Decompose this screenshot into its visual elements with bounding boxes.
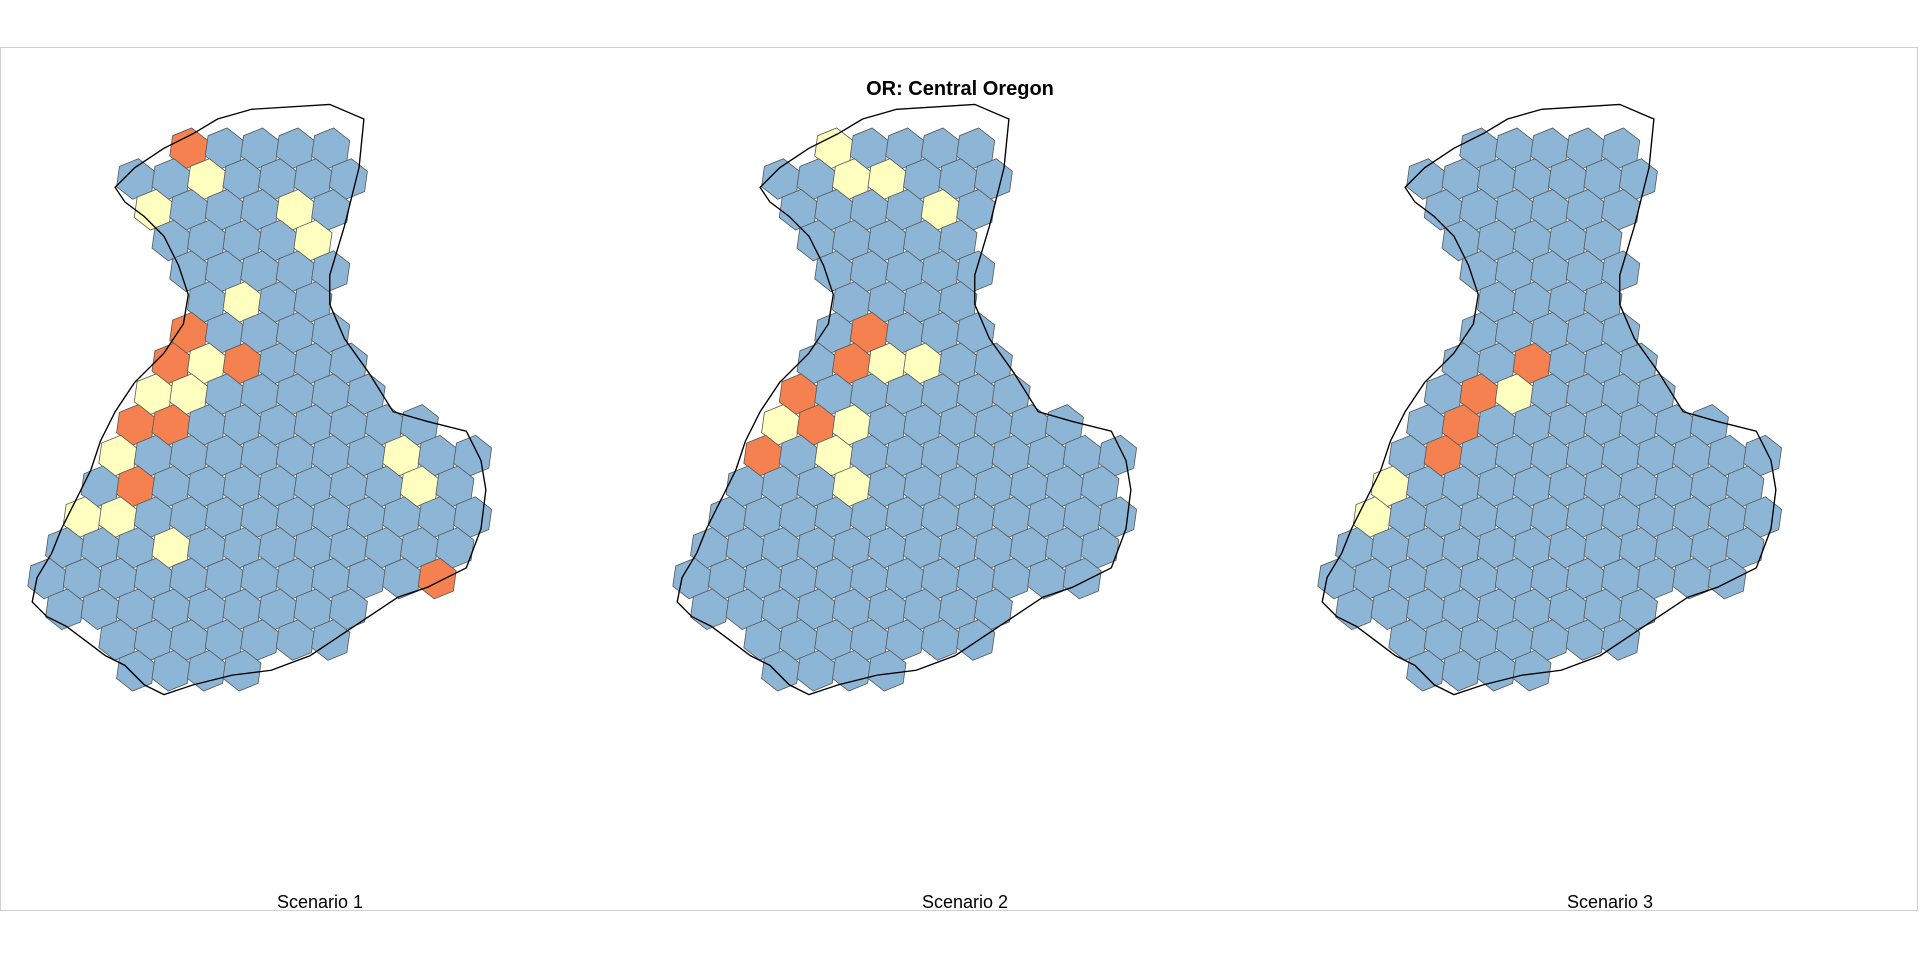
hex-cell: [690, 588, 730, 631]
map-panel-scenario-1: [0, 80, 640, 880]
map-frame: [0, 47, 1918, 911]
hex-cell: [1477, 649, 1516, 692]
hex-cell: [1725, 527, 1765, 569]
hex-cell: [1743, 496, 1783, 538]
hex-cell: [761, 649, 800, 692]
region-boundary-outline: [676, 103, 1132, 696]
hex-cell: [832, 649, 871, 692]
hex-cell: [187, 649, 226, 692]
hex-cell: [956, 619, 996, 661]
hex-cell: [1062, 557, 1102, 600]
region-boundary-outline: [31, 103, 487, 696]
hex-cell: [311, 619, 351, 661]
hex-cell: [796, 649, 836, 692]
hex-cell: [116, 649, 155, 692]
hex-cell: [974, 588, 1013, 631]
panel-label-scenario-2: Scenario 2: [921, 892, 1009, 912]
hex-cell: [991, 557, 1031, 600]
hex-cell: [1565, 619, 1605, 661]
hex-cell: [346, 557, 386, 600]
hex-cell: [275, 619, 315, 661]
hex-cell: [1080, 527, 1120, 569]
scenario-2-map: [672, 103, 1138, 696]
hex-cell: [1406, 649, 1445, 692]
hex-cell: [1601, 189, 1641, 231]
hex-cell: [867, 649, 907, 692]
hex-cell: [329, 588, 368, 631]
hex-cell: [1530, 619, 1570, 661]
hex-cell: [1441, 649, 1481, 692]
hex-cell: [329, 158, 368, 200]
hex-cell: [974, 158, 1013, 200]
hex-cell: [45, 588, 85, 631]
scenario-1-map: [27, 103, 493, 696]
hex-cell: [1512, 649, 1552, 692]
map-panel-scenario-3: [1290, 80, 1920, 880]
hex-cell-high: [417, 557, 457, 600]
hex-cell: [1707, 557, 1747, 600]
hex-cell-layer: [1317, 127, 1783, 692]
panel-label-scenario-1: Scenario 1: [276, 892, 364, 912]
hex-cell: [920, 619, 960, 661]
hex-cell: [435, 527, 475, 569]
page-title: OR: Central Oregon: [866, 78, 1054, 100]
hex-cell: [222, 649, 262, 692]
map-panel-scenario-2: [645, 80, 1285, 880]
hex-cell: [1098, 496, 1138, 538]
hex-cell: [885, 619, 925, 661]
hex-cell: [1601, 619, 1641, 661]
hex-cell: [1619, 588, 1658, 631]
hex-cell: [956, 189, 996, 231]
hex-cell-layer: [27, 127, 493, 692]
scenario-3-map: [1317, 103, 1783, 696]
hex-cell: [1335, 588, 1375, 631]
hex-cell: [311, 189, 351, 231]
hex-cell: [1636, 557, 1676, 600]
hex-cell: [151, 649, 191, 692]
hex-cell: [453, 496, 493, 538]
panel-label-scenario-3: Scenario 3: [1566, 892, 1654, 912]
hex-cell: [1619, 158, 1658, 200]
region-boundary-outline: [1321, 103, 1777, 696]
hex-cell-layer: [672, 127, 1138, 692]
hex-cell: [240, 619, 280, 661]
